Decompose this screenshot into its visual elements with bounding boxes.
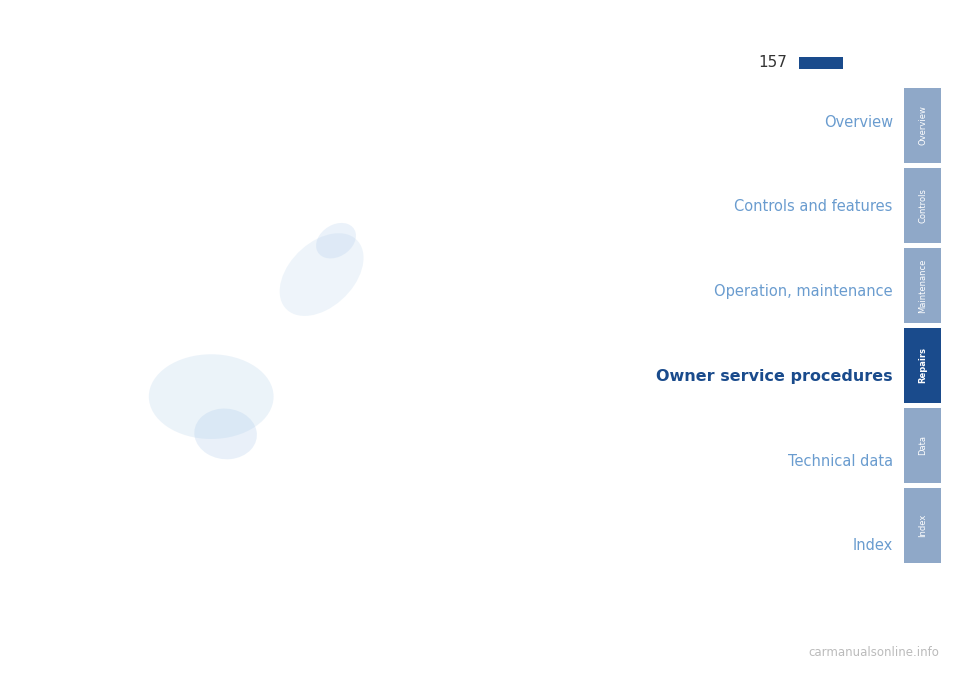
Text: Repairs: Repairs [918, 347, 927, 384]
Text: Technical data: Technical data [787, 454, 893, 468]
Text: Overview: Overview [918, 106, 927, 145]
Text: Index: Index [918, 514, 927, 537]
Bar [904, 248, 941, 323]
Text: Controls and features: Controls and features [734, 199, 893, 214]
Text: Overview: Overview [824, 115, 893, 129]
Text: Maintenance: Maintenance [918, 258, 927, 313]
Text: carmanualsonline.info: carmanualsonline.info [808, 646, 939, 659]
Text: Data: Data [918, 435, 927, 456]
Text: Index: Index [852, 538, 893, 553]
Text: 157: 157 [758, 55, 787, 70]
Text: Operation, maintenance: Operation, maintenance [714, 284, 893, 299]
Ellipse shape [279, 233, 364, 316]
Bar [904, 168, 941, 243]
Ellipse shape [316, 223, 356, 258]
Bar [904, 328, 941, 403]
Text: Controls: Controls [918, 188, 927, 223]
Bar [799, 57, 843, 69]
Ellipse shape [149, 354, 274, 439]
Bar [904, 408, 941, 483]
Text: Owner service procedures: Owner service procedures [657, 369, 893, 384]
Bar [904, 88, 941, 163]
Bar [904, 488, 941, 563]
Ellipse shape [194, 409, 257, 459]
